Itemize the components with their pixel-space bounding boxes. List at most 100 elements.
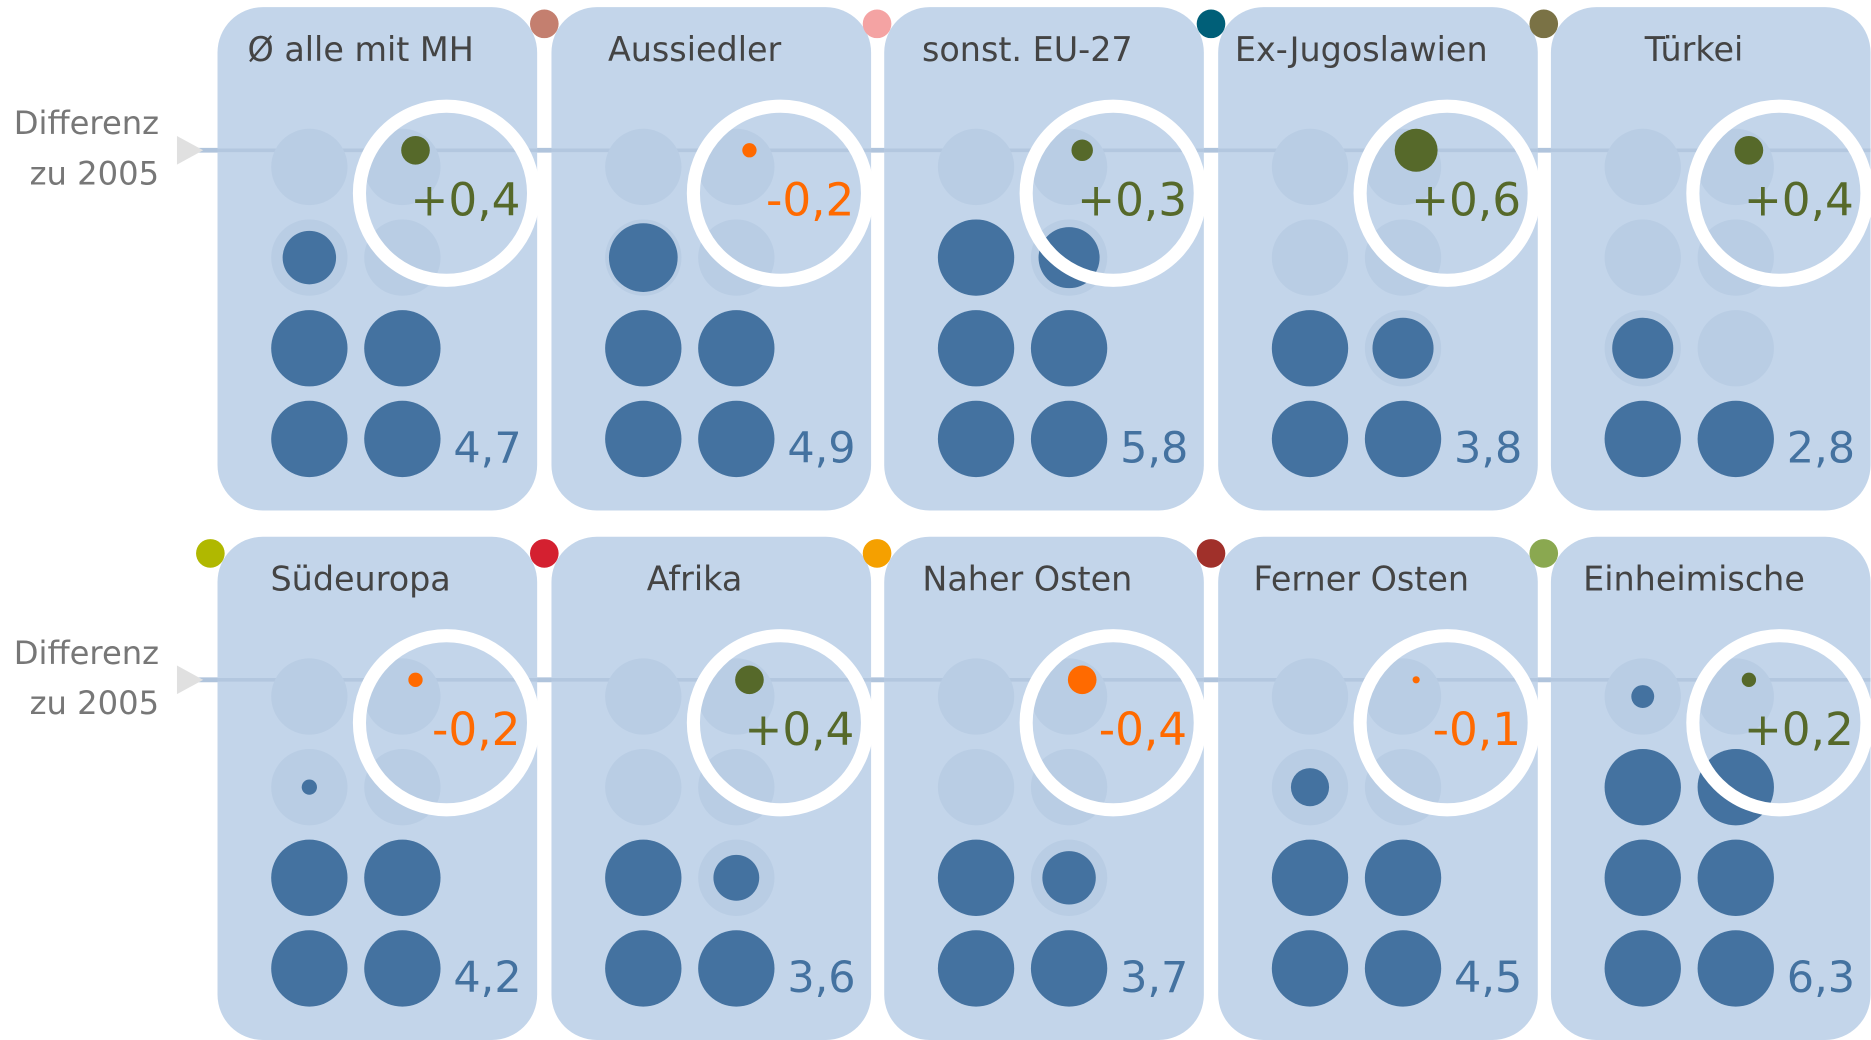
difference-label: -0,2 (766, 173, 854, 226)
difference-label: -0,2 (432, 703, 520, 756)
difference-ring (1686, 629, 1871, 817)
value-label: 4,5 (1454, 953, 1522, 1003)
difference-label: +0,2 (1744, 703, 1854, 756)
value-dot (937, 930, 1015, 1007)
guide-arrow (176, 135, 204, 165)
value-dot (1271, 839, 1349, 916)
difference-ring (686, 99, 875, 287)
category-marker (196, 539, 225, 568)
category-title: Türkei (1644, 30, 1744, 69)
value-dot (364, 400, 441, 478)
value-dot (698, 310, 775, 387)
empty-slot (605, 748, 682, 826)
empty-slot (937, 748, 1015, 826)
row-label: Differenz (14, 634, 159, 672)
value-dot (608, 223, 678, 292)
difference-dot (1071, 139, 1093, 162)
value-label: 4,7 (453, 423, 521, 473)
category-title: Einheimische (1583, 559, 1805, 598)
value-dot (1604, 839, 1681, 916)
value-dot (1372, 317, 1434, 379)
empty-slot (1604, 128, 1681, 206)
value-label: 4,2 (453, 953, 521, 1003)
value-dot (271, 839, 348, 916)
difference-dot (1394, 128, 1438, 172)
difference-ring (352, 99, 541, 287)
empty-slot (271, 128, 348, 206)
value-dot (364, 310, 441, 387)
category-title: Aussiedler (608, 30, 782, 69)
value-dot (1612, 317, 1674, 379)
value-dot (1697, 400, 1774, 478)
empty-slot (1697, 310, 1774, 387)
empty-slot (1271, 128, 1349, 206)
value-dot (1042, 851, 1096, 905)
difference-dot (735, 665, 764, 695)
value-label: 3,7 (1120, 953, 1188, 1003)
difference-ring (1686, 99, 1871, 287)
category-marker (1529, 539, 1559, 568)
value-dot (1697, 930, 1774, 1007)
value-dot (605, 310, 682, 387)
value-dot (937, 219, 1015, 296)
difference-label: +0,3 (1077, 173, 1187, 226)
category-marker (862, 9, 892, 39)
value-label: 5,8 (1120, 423, 1188, 473)
value-label: 4,9 (787, 423, 855, 473)
value-label: 2,8 (1787, 423, 1855, 473)
value-dot (282, 230, 337, 285)
value-dot (1604, 748, 1681, 826)
value-dot (698, 400, 775, 478)
empty-slot (1364, 658, 1442, 735)
difference-dot (1067, 665, 1097, 695)
category-marker (1196, 9, 1226, 39)
value-dot (1364, 930, 1442, 1007)
value-dot (937, 310, 1015, 387)
difference-dot (408, 672, 423, 687)
category-title: sonst. EU-27 (922, 30, 1133, 69)
difference-dot (1412, 676, 1420, 684)
difference-ring (1019, 99, 1207, 287)
difference-ring (1019, 629, 1207, 817)
empty-slot (1271, 658, 1349, 735)
value-label: 6,3 (1787, 953, 1855, 1003)
difference-label: +0,4 (410, 173, 520, 226)
category-marker (1529, 9, 1559, 39)
value-dot (1604, 930, 1681, 1007)
row-label: Differenz (14, 104, 159, 142)
empty-slot (605, 128, 682, 206)
difference-dot (1741, 672, 1757, 687)
value-dot (1030, 400, 1108, 478)
value-dot (1030, 930, 1108, 1007)
value-dot (1271, 930, 1349, 1007)
empty-slot (937, 128, 1015, 206)
value-dot (271, 930, 348, 1007)
value-dot (698, 930, 775, 1007)
difference-ring (1353, 99, 1541, 287)
empty-slot (1271, 219, 1349, 296)
value-dot (364, 839, 441, 916)
category-title: Ex-Jugoslawien (1235, 30, 1488, 69)
difference-label: +0,4 (744, 703, 854, 756)
value-dot (1364, 400, 1442, 478)
category-title: Ø alle mit MH (247, 30, 473, 69)
row-label: zu 2005 (30, 684, 159, 722)
empty-slot (605, 658, 682, 735)
value-dot (937, 839, 1015, 916)
difference-ring (686, 629, 875, 817)
value-dot (271, 310, 348, 387)
guide-arrow (176, 665, 204, 695)
category-title: Naher Osten (922, 559, 1132, 598)
category-title: Afrika (647, 559, 743, 598)
difference-dot (742, 143, 757, 158)
value-dot (605, 839, 682, 916)
value-dot (1030, 310, 1108, 387)
difference-label: +0,6 (1411, 173, 1521, 226)
value-dot (301, 779, 317, 795)
category-title: Südeuropa (271, 559, 451, 598)
value-dot (1364, 839, 1442, 916)
value-dot (937, 400, 1015, 478)
value-dot (1290, 768, 1330, 807)
empty-slot (937, 658, 1015, 735)
